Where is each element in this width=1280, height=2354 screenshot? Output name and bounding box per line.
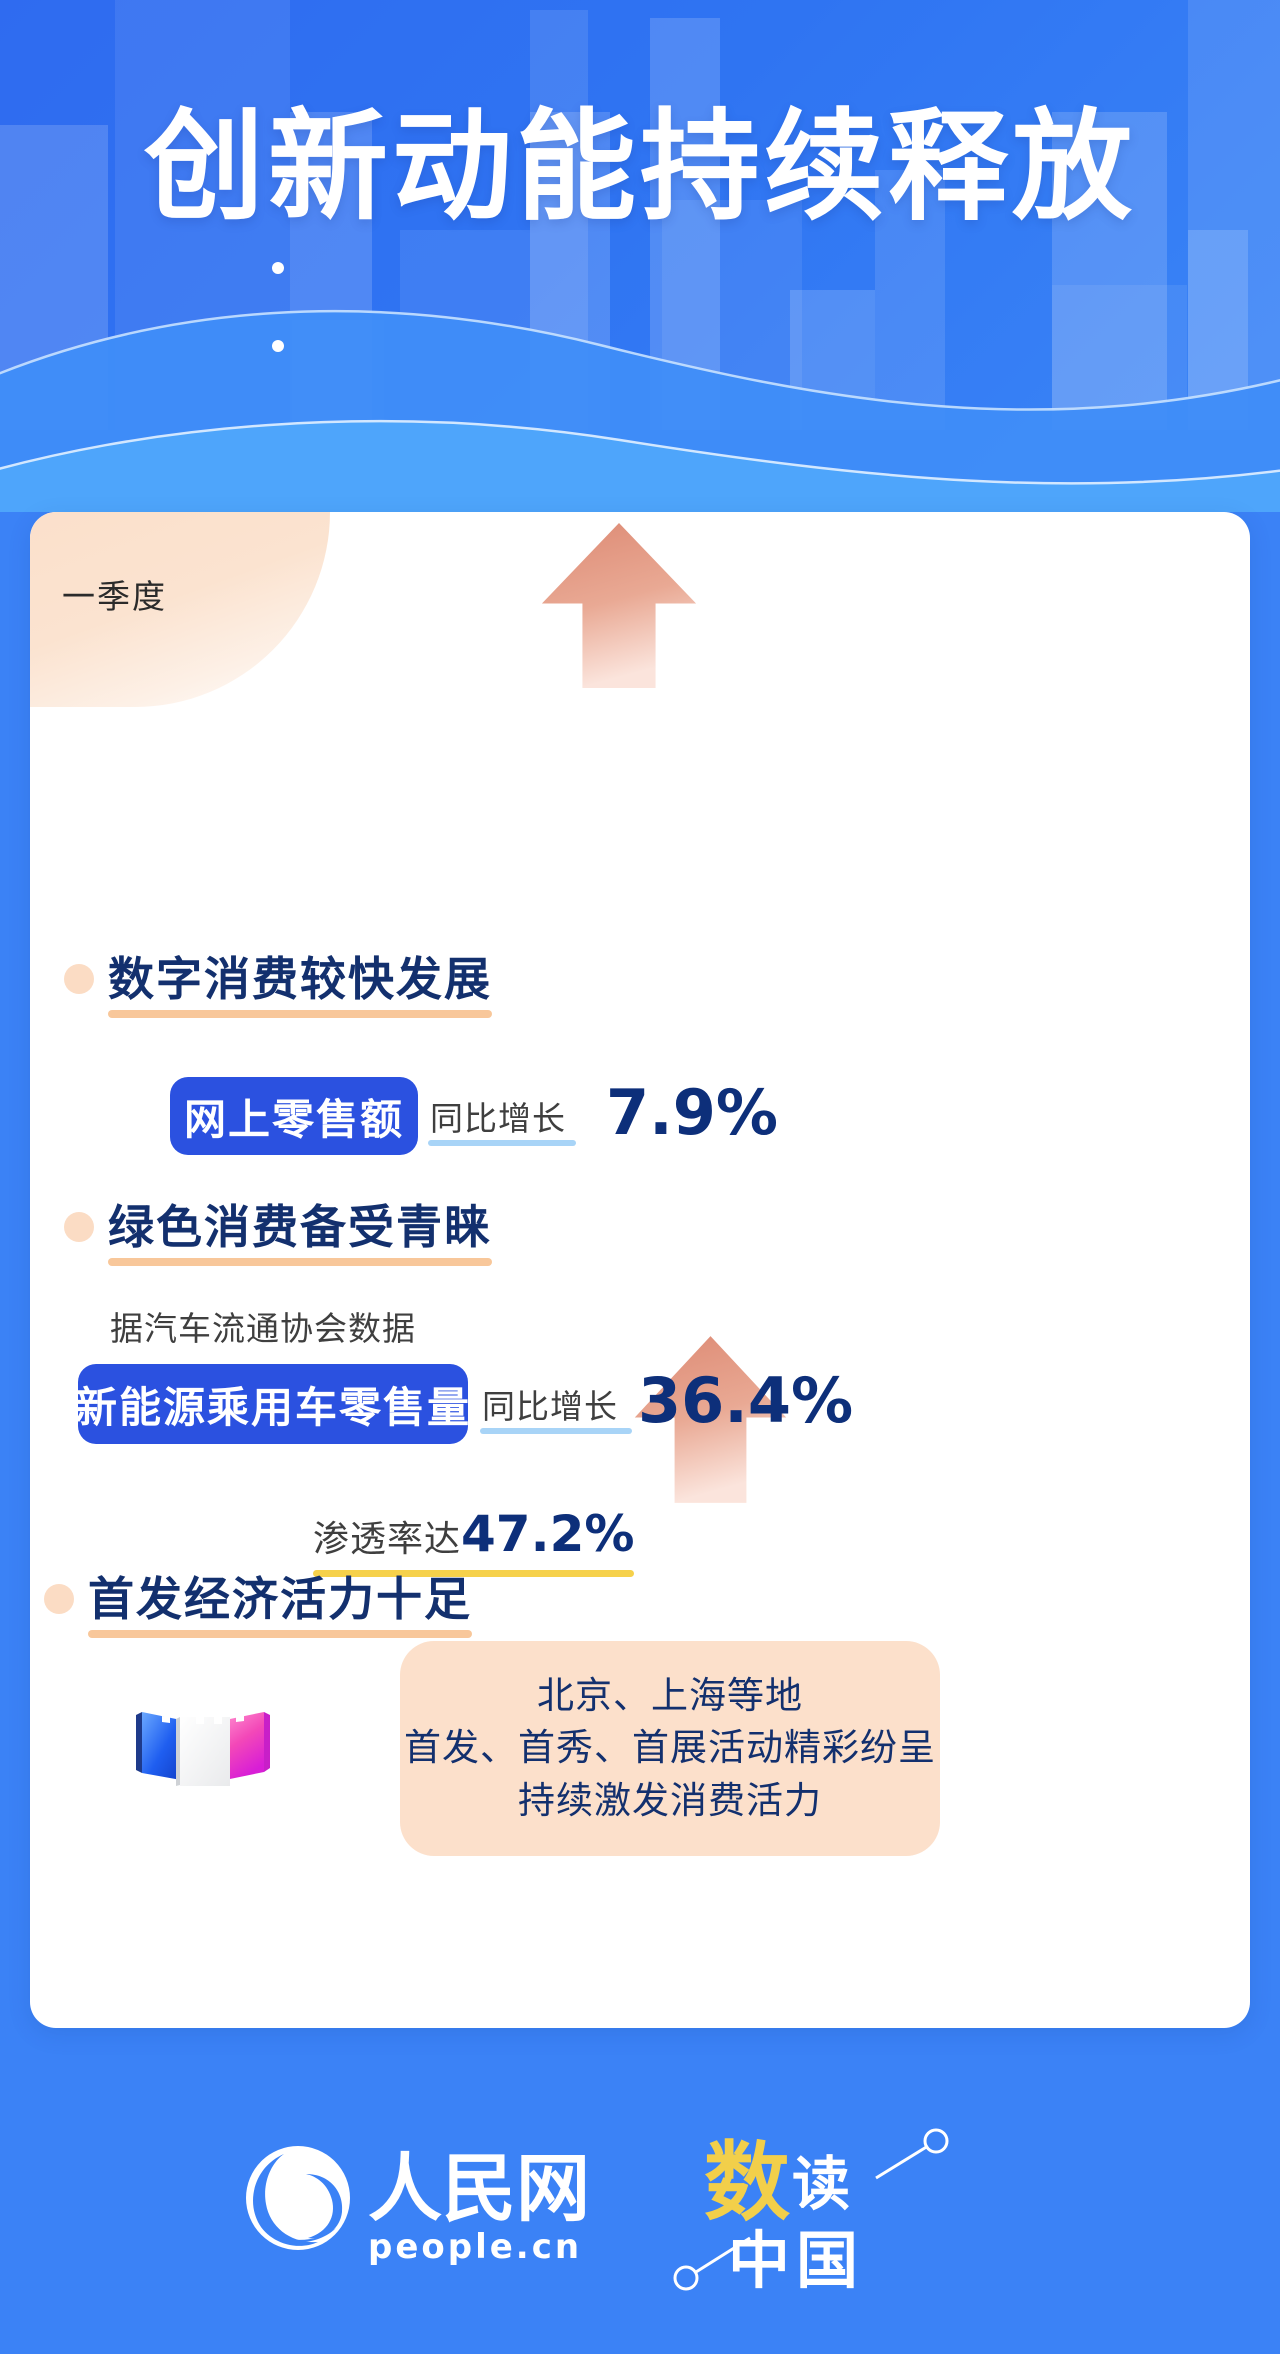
people-cn-globe-icon: [246, 2146, 350, 2250]
section-underline: [108, 1257, 492, 1266]
page-title: 创新动能持续释放: [144, 98, 1136, 237]
decor-line-upper: [875, 2144, 929, 2180]
penetration-underline: [313, 1570, 635, 1577]
shudu-second-char: 读: [792, 2150, 850, 2218]
section-heading-debut-economy: 首发经济活力十足: [44, 1573, 472, 1638]
penetration-value: 47.2%: [461, 1505, 635, 1563]
people-cn-domain: people.cn: [368, 2227, 582, 2265]
bullet-icon: [44, 1584, 74, 1615]
section-title: 绿色消费备受青睐: [108, 1201, 492, 1253]
section-title: 首发经济活力十足: [88, 1573, 472, 1625]
decor-line-lower: [695, 2236, 751, 2274]
growth-value-2: 36.4%: [638, 1364, 854, 1437]
up-arrow-icon-green: [634, 1336, 787, 1503]
growth-label-rule-2: [480, 1428, 632, 1434]
data-source-note: 据汽车流通协会数据: [110, 1310, 416, 1347]
footer: 人民网 people.cn 数 读 中国: [0, 2028, 1280, 2354]
wave-dot-lower: [272, 340, 284, 352]
debut-economy-highlight-box: 北京、上海等地 首发、首秀、首展活动精彩纷呈 持续激发消费活力: [400, 1641, 940, 1856]
pill-online-retail: 网上零售额: [170, 1077, 418, 1155]
highlight-line-2: 首发、首秀、首展活动精彩纷呈: [404, 1727, 936, 1769]
section-underline: [108, 1009, 492, 1018]
wave-decoration: [0, 309, 1280, 512]
shudu-accent-char: 数: [704, 2133, 790, 2233]
shopping-bags-icon: [136, 1712, 270, 1786]
growth-label-2: 同比增长: [482, 1388, 618, 1425]
decor-circle-upper: [923, 2128, 949, 2154]
bullet-icon: [64, 964, 94, 995]
highlight-line-3: 持续激发消费活力: [518, 1779, 822, 1821]
arrow-up-digital-consumption: [541, 523, 697, 688]
shudu-zhongguo-logo[interactable]: 数 读 中国: [670, 2124, 1000, 2294]
people-cn-chinese: 人民网: [368, 2146, 590, 2232]
zhongguo-chars: 中国: [728, 2224, 864, 2294]
growth-value-1: 7.9%: [606, 1076, 778, 1149]
wave-dot-upper: [272, 262, 284, 274]
section-underline: [88, 1629, 472, 1638]
people-cn-logo[interactable]: 人民网 people.cn: [240, 2140, 600, 2265]
highlight-line-1: 北京、上海等地: [537, 1674, 803, 1716]
pill-nev-retail-volume: 新能源乘用车零售量: [75, 1364, 469, 1444]
section-heading-digital-consumption: 数字消费较快发展: [64, 953, 492, 1018]
growth-label-rule-1: [428, 1140, 576, 1146]
section-title: 数字消费较快发展: [108, 953, 492, 1005]
penetration-label: 渗透率达: [313, 1518, 462, 1559]
quarter-badge-label: 一季度: [62, 578, 167, 615]
bullet-icon: [64, 1212, 94, 1243]
growth-label-1: 同比增长: [430, 1100, 566, 1137]
header-banner: 创新动能持续释放: [0, 0, 1280, 512]
decor-circle-lower: [673, 2265, 699, 2291]
penetration-rate: 渗透率达 47.2%: [313, 1505, 635, 1577]
section-heading-green-consumption: 绿色消费备受青睐: [64, 1201, 492, 1266]
